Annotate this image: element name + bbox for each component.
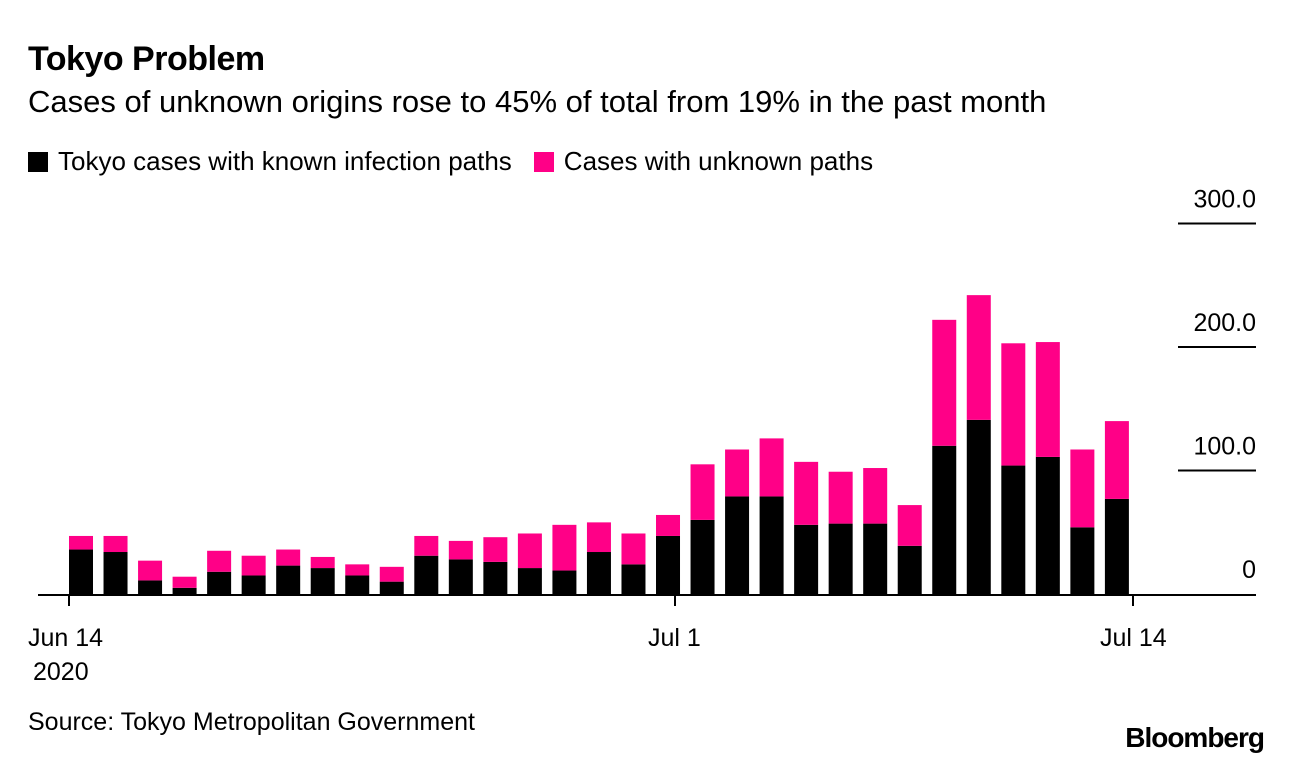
bar-known	[863, 523, 888, 594]
bar-unknown	[828, 471, 853, 524]
bar-unknown	[483, 537, 508, 562]
x-tick-label: Jul 14	[1100, 624, 1167, 652]
chart-title: Tokyo Problem	[28, 40, 265, 78]
bar-known	[586, 552, 611, 594]
x-tick-label: Jul 1	[648, 624, 701, 652]
bar-unknown	[310, 556, 335, 569]
bar-unknown	[621, 533, 646, 565]
bar-unknown	[103, 535, 128, 553]
bar-unknown	[1070, 449, 1095, 528]
bar-known	[932, 445, 957, 594]
bar-known	[138, 580, 163, 594]
bar-known	[897, 545, 922, 594]
bloomberg-logo: Bloomberg	[1125, 722, 1265, 753]
bar-known	[241, 575, 266, 594]
bar-unknown	[966, 295, 991, 420]
bar-unknown	[552, 524, 577, 571]
bar-known	[310, 568, 335, 594]
bar-known	[517, 568, 542, 594]
bar-known	[276, 565, 301, 594]
bar-known	[103, 552, 128, 594]
bar-unknown	[897, 505, 922, 546]
bar-known	[1104, 498, 1129, 594]
bar-known	[552, 570, 577, 594]
bar-unknown	[794, 461, 819, 525]
bar-known	[414, 555, 439, 594]
bar-unknown	[345, 564, 370, 576]
bar-unknown	[379, 566, 404, 582]
bar-known	[172, 587, 197, 594]
bar-unknown	[586, 522, 611, 553]
bar-unknown	[656, 514, 681, 536]
bar-unknown	[138, 560, 163, 581]
legend-swatch-known	[28, 151, 48, 172]
bar-known	[379, 581, 404, 594]
bar-known	[621, 564, 646, 594]
bar-known	[1001, 465, 1026, 594]
bar-unknown	[414, 535, 439, 556]
bar-known	[828, 523, 853, 594]
source-note: Source: Tokyo Metropolitan Government	[28, 708, 475, 736]
y-tick-label: 300.0	[1193, 186, 1256, 214]
legend-swatch-unknown	[533, 151, 554, 172]
bar-unknown	[276, 549, 301, 566]
x-tick-label: Jun 14	[28, 624, 103, 652]
bar-known	[1035, 456, 1060, 594]
bar-unknown	[172, 576, 197, 588]
bar-known	[794, 524, 819, 594]
bar-known	[345, 575, 370, 594]
bar-unknown	[241, 555, 266, 576]
bar-unknown	[725, 449, 750, 497]
bar-unknown	[207, 550, 232, 572]
bar-unknown	[759, 438, 784, 497]
bar-known	[759, 496, 784, 594]
bar-known	[690, 519, 715, 594]
bar-known	[448, 559, 473, 594]
legend-item-unknown: Cases with unknown paths	[533, 146, 874, 177]
bar-known	[725, 496, 750, 594]
legend-label-unknown: Cases with unknown paths	[563, 146, 874, 176]
bar-unknown	[863, 468, 888, 524]
bar-unknown	[448, 540, 473, 560]
bar-unknown	[932, 319, 957, 446]
bar-known	[207, 571, 232, 594]
bar-known	[1070, 527, 1095, 594]
bar-unknown	[69, 535, 93, 550]
bar-known	[656, 535, 681, 594]
x-tick-sublabel: 2020	[33, 658, 89, 686]
bar-known	[483, 561, 508, 594]
bar-unknown	[517, 533, 542, 569]
legend-label-known: Tokyo cases with known infection paths	[58, 146, 512, 176]
bar-known	[966, 419, 991, 594]
legend: Tokyo cases with known infection paths C…	[28, 146, 895, 177]
y-tick-label: 100.0	[1193, 433, 1256, 461]
bar-known	[69, 549, 93, 594]
chart-subtitle: Cases of unknown origins rose to 45% of …	[28, 84, 1047, 119]
y-tick-label: 200.0	[1193, 309, 1256, 337]
bar-unknown	[690, 464, 715, 520]
y-tick-label: 0	[1242, 556, 1256, 584]
bar-unknown	[1035, 342, 1060, 457]
bar-unknown	[1104, 421, 1129, 499]
legend-item-known: Tokyo cases with known infection paths	[28, 146, 512, 177]
bar-unknown	[1001, 343, 1026, 466]
